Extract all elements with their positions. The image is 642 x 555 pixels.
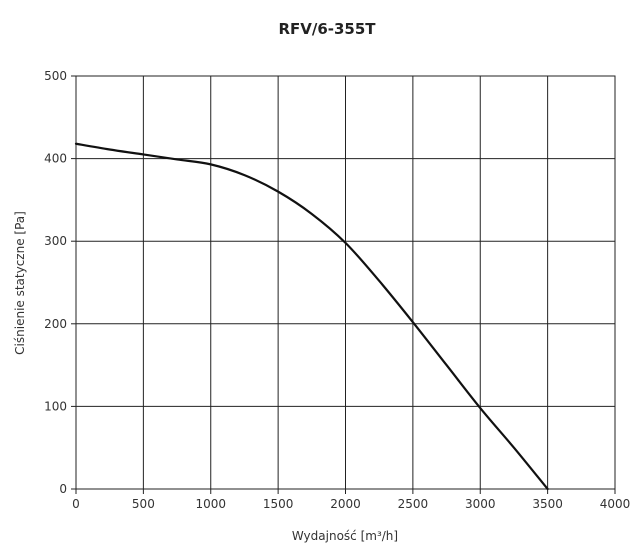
x-tick-label: 1000 xyxy=(195,497,226,511)
series-layer xyxy=(74,142,549,491)
tick-labels: 0 500 1000 1500 2000 2500 3000 3500 4000 0 100 200 3… xyxy=(44,69,630,511)
x-tick-label: 3500 xyxy=(532,497,563,511)
y-tick-label: 100 xyxy=(44,399,67,413)
y-tick-label: 400 xyxy=(44,152,67,166)
y-axis-label: Ciśnienie statyczne [Pa] xyxy=(13,211,27,355)
x-tick-label: 3000 xyxy=(465,497,496,511)
x-tick-label: 0 xyxy=(72,497,80,511)
grid xyxy=(71,75,616,494)
y-tick-label: 0 xyxy=(59,482,67,496)
y-tick-label: 500 xyxy=(44,69,67,83)
plot-frame xyxy=(75,75,616,490)
x-tick-label: 2500 xyxy=(398,497,429,511)
x-tick-label: 500 xyxy=(132,497,155,511)
x-axis-label: Wydajność [m³/h] xyxy=(292,529,398,543)
y-tick-label: 200 xyxy=(44,317,67,331)
fan-curve-line xyxy=(74,142,549,491)
y-tick-label: 300 xyxy=(44,234,67,248)
x-tick-label: 2000 xyxy=(330,497,361,511)
chart-title: RFV/6-355T xyxy=(278,20,376,38)
x-tick-label: 1500 xyxy=(263,497,294,511)
x-tick-label: 4000 xyxy=(600,497,631,511)
